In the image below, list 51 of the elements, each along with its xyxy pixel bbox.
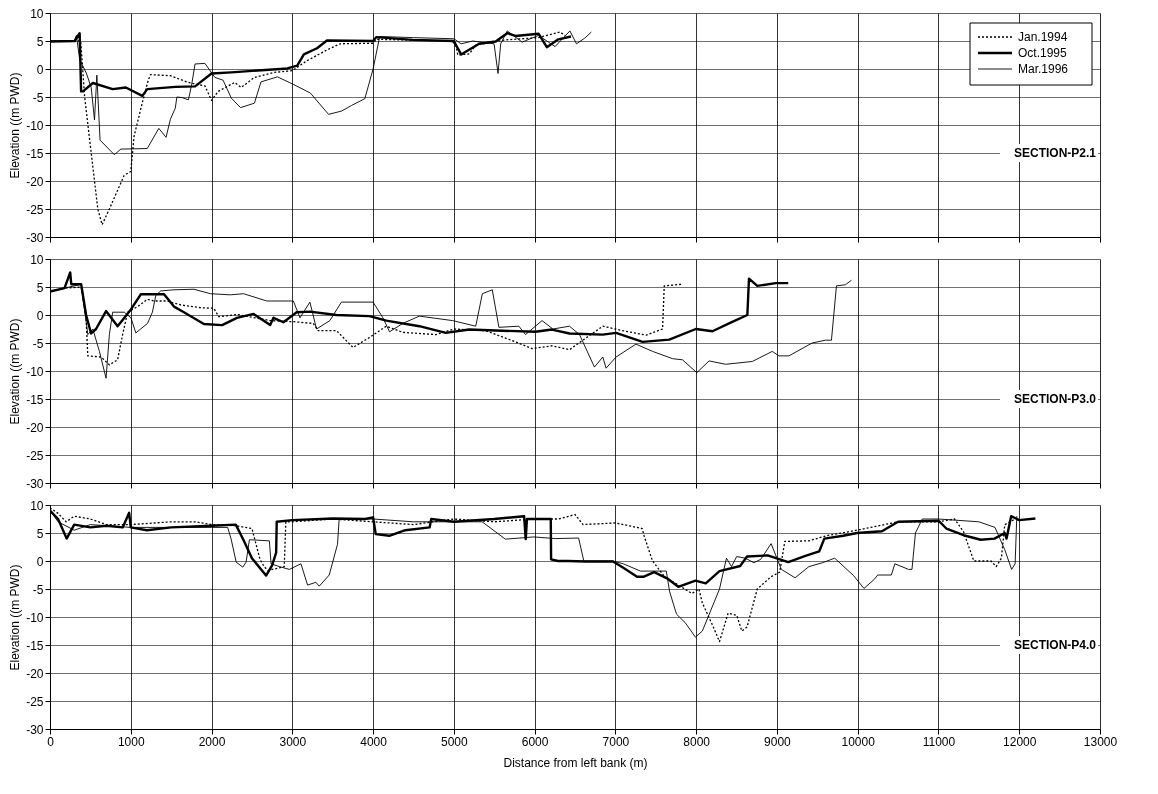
legend-label: Oct.1995 — [1018, 46, 1068, 60]
y-tick-label: -30 — [26, 476, 44, 491]
legend-label: Mar.1996 — [1018, 62, 1069, 76]
y-axis-title: Elevation ((m PWD) — [8, 72, 23, 179]
y-tick-label: -20 — [26, 174, 44, 189]
y-tick-label: -15 — [26, 638, 44, 653]
y-tick-label: -5 — [32, 582, 44, 597]
y-tick-label: 10 — [30, 498, 44, 513]
x-tick-label: 8000 — [683, 734, 711, 749]
legend-label: Jan.1994 — [1018, 30, 1068, 44]
y-tick-label: -30 — [26, 722, 44, 737]
annotation: SECTION-P2.1 — [1013, 146, 1097, 160]
y-tick-label: 5 — [36, 34, 44, 49]
y-tick-label: -15 — [26, 146, 44, 161]
y-axis-title: Elevation ((m PWD) — [8, 564, 23, 671]
x-axis-title: Distance from left bank (m) — [503, 755, 648, 770]
y-tick-label: -5 — [32, 90, 44, 105]
x-tick-label: 11000 — [922, 734, 956, 749]
y-tick-label: -25 — [26, 202, 44, 217]
x-tick-label: 9000 — [764, 734, 792, 749]
annotation: SECTION-P4.0 — [1013, 638, 1097, 652]
x-tick-label: 7000 — [602, 734, 630, 749]
x-tick-label: 4000 — [360, 734, 388, 749]
y-tick-label: -10 — [26, 118, 44, 133]
y-tick-label: -10 — [26, 610, 44, 625]
y-tick-label: 5 — [36, 526, 44, 541]
y-tick-label: 0 — [36, 62, 44, 77]
x-tick-label: 1000 — [117, 734, 145, 749]
y-tick-label: -30 — [26, 230, 44, 245]
x-tick-label: 10000 — [841, 734, 876, 749]
y-tick-label: 10 — [30, 252, 44, 267]
x-tick-label: 6000 — [521, 734, 549, 749]
y-tick-label: -5 — [32, 336, 44, 351]
y-tick-label: 5 — [36, 280, 44, 295]
x-tick-label: 0 — [47, 734, 55, 749]
y-tick-label: 10 — [30, 6, 44, 21]
y-tick-label: -20 — [26, 420, 44, 435]
x-tick-label: 2000 — [198, 734, 226, 749]
x-tick-label: 13000 — [1083, 734, 1118, 749]
x-tick-label: 12000 — [1003, 734, 1037, 749]
y-tick-label: -20 — [26, 666, 44, 681]
y-tick-label: -25 — [26, 448, 44, 463]
x-tick-label: 3000 — [279, 734, 307, 749]
y-axis-title: Elevation ((m PWD) — [8, 318, 23, 425]
annotation: SECTION-P3.0 — [1013, 392, 1097, 406]
y-tick-label: 0 — [36, 554, 44, 569]
y-tick-label: -25 — [26, 694, 44, 709]
y-tick-label: -15 — [26, 392, 44, 407]
y-tick-label: 0 — [36, 308, 44, 323]
y-tick-label: -10 — [26, 364, 44, 379]
x-tick-label: 5000 — [440, 734, 469, 749]
